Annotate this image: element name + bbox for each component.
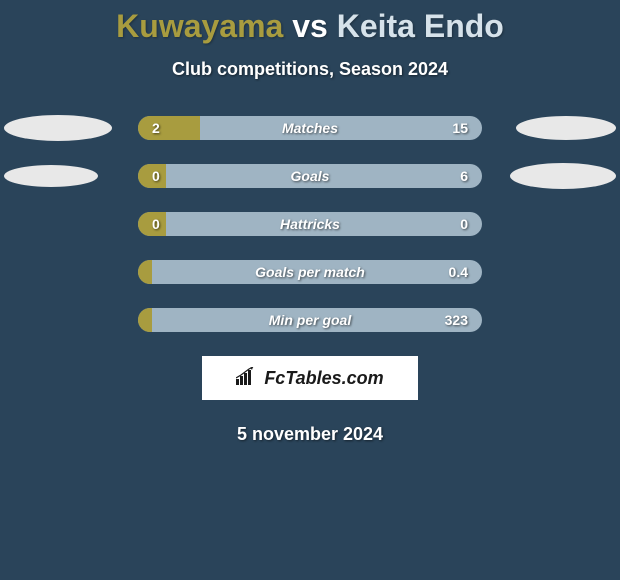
- bar-content: Goals per match 0.4: [138, 260, 482, 284]
- logo-box: FcTables.com: [202, 356, 418, 400]
- stat-row: 2 Matches 15: [0, 116, 620, 140]
- right-value: 15: [452, 120, 468, 136]
- stat-row: Goals per match 0.4: [0, 260, 620, 284]
- stat-label: Matches: [282, 120, 338, 136]
- stat-row: Min per goal 323: [0, 308, 620, 332]
- stat-label: Min per goal: [269, 312, 351, 328]
- player2-name: Keita Endo: [337, 8, 504, 44]
- stat-bar: Goals per match 0.4: [138, 260, 482, 284]
- bar-content: Min per goal 323: [138, 308, 482, 332]
- chart-icon: [236, 367, 258, 390]
- right-value: 6: [460, 168, 468, 184]
- right-value: 0.4: [449, 264, 468, 280]
- stat-bar: 2 Matches 15: [138, 116, 482, 140]
- stat-bar: 0 Hattricks 0: [138, 212, 482, 236]
- stats-area: 2 Matches 15 0 Goals 6 0 Hattricks 0 Goals per ma…: [0, 116, 620, 332]
- subtitle: Club competitions, Season 2024: [0, 59, 620, 80]
- bar-content: 0 Hattricks 0: [138, 212, 482, 236]
- player1-name: Kuwayama: [116, 8, 283, 44]
- stat-bar: 0 Goals 6: [138, 164, 482, 188]
- chart-container: Kuwayama vs Keita Endo Club competitions…: [0, 0, 620, 445]
- player1-ellipse: [4, 115, 112, 141]
- stat-row: 0 Goals 6: [0, 164, 620, 188]
- player2-ellipse: [516, 116, 616, 140]
- bar-content: 2 Matches 15: [138, 116, 482, 140]
- right-value: 0: [460, 216, 468, 232]
- logo-text: FcTables.com: [264, 368, 383, 389]
- stat-label: Goals: [291, 168, 330, 184]
- chart-title: Kuwayama vs Keita Endo: [0, 8, 620, 45]
- stat-label: Hattricks: [280, 216, 340, 232]
- player1-ellipse: [4, 165, 98, 187]
- right-value: 323: [445, 312, 468, 328]
- player2-ellipse: [510, 163, 616, 189]
- bar-content: 0 Goals 6: [138, 164, 482, 188]
- left-value: 0: [152, 168, 160, 184]
- stat-label: Goals per match: [255, 264, 365, 280]
- left-value: 2: [152, 120, 160, 136]
- left-value: 0: [152, 216, 160, 232]
- stat-row: 0 Hattricks 0: [0, 212, 620, 236]
- vs-text: vs: [292, 8, 328, 44]
- stat-bar: Min per goal 323: [138, 308, 482, 332]
- date-text: 5 november 2024: [0, 424, 620, 445]
